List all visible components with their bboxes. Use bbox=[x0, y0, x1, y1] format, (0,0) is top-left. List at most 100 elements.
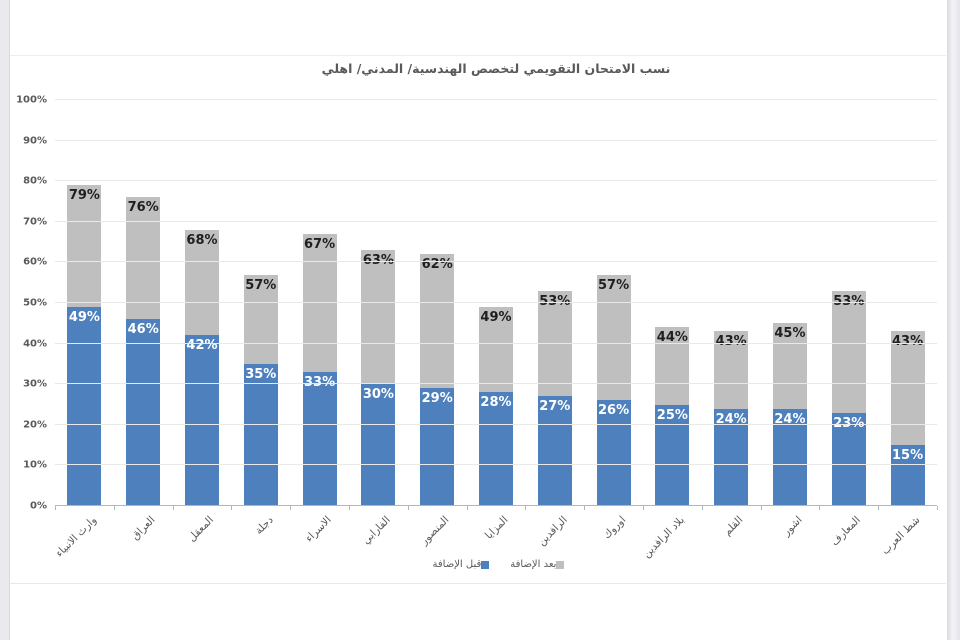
bar-segment-before: 27% bbox=[537, 396, 572, 506]
bar-value-after: 45% bbox=[774, 326, 806, 342]
category-label: الفارابي bbox=[360, 514, 393, 547]
page-left-edge bbox=[0, 0, 10, 640]
bar-value-before: 42% bbox=[186, 338, 218, 354]
category-label: الاسراء bbox=[303, 514, 335, 545]
bar-column: 79% 49% bbox=[55, 100, 114, 506]
bar-column: 53% 23% bbox=[819, 100, 878, 506]
bar-value-before: 26% bbox=[598, 403, 630, 419]
bar-stack: 43% 24% bbox=[714, 331, 749, 506]
bar-column: 68% 42% bbox=[173, 100, 232, 506]
bar-stack: 53% 27% bbox=[537, 290, 572, 506]
x-axis-tick bbox=[349, 506, 350, 510]
bar-segment-after: 43% bbox=[714, 331, 749, 409]
bar-value-before: 28% bbox=[480, 395, 512, 411]
gridline bbox=[55, 464, 937, 466]
bar-segment-after: 57% bbox=[243, 274, 278, 364]
category-label: المعارف bbox=[829, 514, 864, 549]
legend-swatch-after-icon bbox=[556, 560, 565, 569]
bar-segment-after: 44% bbox=[655, 327, 690, 405]
bar-column: 53% 27% bbox=[525, 100, 584, 506]
sheet-row-line-top bbox=[10, 55, 946, 56]
bar-column: 57% 35% bbox=[231, 100, 290, 506]
bar-stack: 62% 29% bbox=[420, 254, 455, 506]
bar-value-before: 25% bbox=[656, 407, 688, 423]
bar-value-after: 67% bbox=[304, 237, 336, 252]
x-axis-tick bbox=[701, 506, 703, 510]
x-axis-line bbox=[55, 505, 937, 506]
bar-value-before: 27% bbox=[539, 399, 571, 415]
bar-column: 57% 26% bbox=[584, 100, 643, 506]
bar-value-after: 44% bbox=[656, 330, 688, 346]
x-axis-tick bbox=[55, 506, 56, 510]
bar-segment-after: 67% bbox=[302, 234, 337, 373]
gridline bbox=[55, 423, 937, 425]
bar-segment-before: 15% bbox=[890, 445, 925, 506]
x-axis-tick bbox=[466, 506, 468, 510]
bar-value-after: 49% bbox=[480, 310, 512, 326]
x-axis-tick bbox=[407, 506, 409, 510]
bar-value-after: 53% bbox=[539, 293, 571, 309]
x-axis-tick bbox=[584, 506, 586, 510]
y-tick-label: 10% bbox=[23, 459, 47, 471]
category-label: بلاد الرافدين bbox=[640, 514, 687, 561]
bar-stack: 45% 24% bbox=[772, 323, 807, 506]
legend: قبل الإضافة بعد الإضافة bbox=[55, 559, 937, 570]
bar-segment-after: 79% bbox=[67, 185, 102, 308]
x-axis-tick bbox=[760, 506, 762, 510]
bar-column: 44% 25% bbox=[643, 100, 702, 506]
category-label: اشور bbox=[780, 514, 805, 539]
bar-segment-before: 49% bbox=[67, 307, 102, 506]
legend-swatch-before-icon bbox=[481, 560, 490, 569]
category-label: وارث الانبياء bbox=[53, 514, 99, 560]
bar-value-before: 30% bbox=[362, 387, 394, 403]
gridline bbox=[55, 261, 937, 263]
bar-value-before: 29% bbox=[421, 391, 453, 407]
bar-column: 76% 46% bbox=[114, 100, 173, 506]
x-axis-tick bbox=[643, 506, 644, 510]
x-axis-tick bbox=[937, 506, 938, 510]
bar-value-after: 57% bbox=[245, 277, 277, 293]
bar-value-after: 63% bbox=[362, 253, 394, 269]
bar-segment-after: 57% bbox=[596, 274, 631, 401]
bar-value-before: 24% bbox=[715, 411, 747, 427]
bar-segment-before: 28% bbox=[478, 392, 513, 506]
bar-stack: 67% 33% bbox=[302, 234, 337, 506]
category-label: القلم bbox=[721, 514, 746, 538]
gridline bbox=[55, 180, 937, 182]
bar-stack: 68% 42% bbox=[184, 229, 219, 506]
gridline bbox=[55, 99, 937, 100]
y-tick-label: 70% bbox=[23, 216, 47, 228]
bar-stack: 53% 23% bbox=[831, 290, 866, 506]
bar-segment-before: 33% bbox=[302, 372, 337, 506]
y-tick-label: 90% bbox=[23, 135, 47, 147]
bar-segment-after: 68% bbox=[184, 229, 219, 336]
y-tick-label: 50% bbox=[23, 297, 47, 309]
bar-column: 63% 30% bbox=[349, 100, 408, 506]
bars-row: 79% 49% 76% 46% 68% 42% 57% 35% 67% 33% 63% 30% 62% 2… bbox=[55, 100, 937, 506]
bar-value-before: 24% bbox=[774, 411, 806, 427]
bar-stack: 44% 25% bbox=[655, 327, 690, 506]
bar-column: 43% 15% bbox=[878, 100, 937, 506]
bar-value-after: 79% bbox=[68, 188, 100, 204]
bar-segment-before: 30% bbox=[361, 384, 396, 506]
bar-stack: 57% 26% bbox=[596, 274, 631, 506]
y-tick-label: 100% bbox=[16, 94, 47, 106]
category-label: المعقل bbox=[186, 514, 217, 545]
category-label: العراق bbox=[129, 514, 158, 543]
category-label: شط العرب bbox=[878, 514, 923, 558]
x-axis-tick bbox=[525, 506, 527, 510]
bar-value-before: 33% bbox=[304, 375, 336, 391]
chart-title: نسب الامتحان التقويمي لتخصص الهندسية/ ال… bbox=[321, 61, 671, 76]
bar-stack: 57% 35% bbox=[243, 274, 278, 506]
y-tick-label: 60% bbox=[23, 256, 47, 268]
gridline bbox=[55, 302, 937, 303]
gridline bbox=[55, 139, 937, 141]
category-label: دجلة bbox=[252, 514, 276, 537]
bar-column: 67% 33% bbox=[290, 100, 349, 506]
gridline bbox=[55, 342, 937, 344]
bar-stack: 79% 49% bbox=[67, 185, 102, 506]
bar-column: 49% 28% bbox=[467, 100, 526, 506]
bar-stack: 43% 15% bbox=[890, 331, 925, 506]
bar-segment-after: 49% bbox=[478, 307, 513, 393]
bar-segment-before: 25% bbox=[655, 404, 690, 506]
